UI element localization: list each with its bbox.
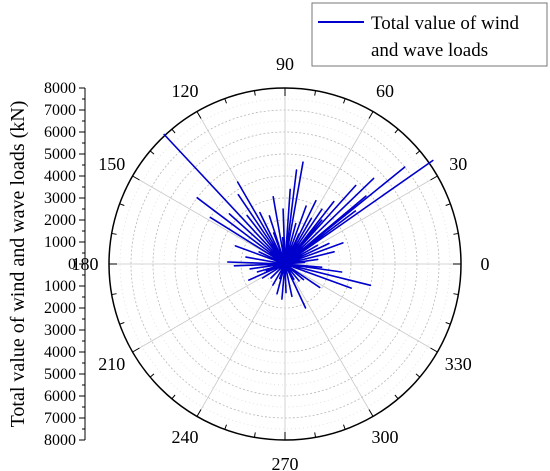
angle-label: 330 — [445, 354, 472, 374]
angle-tick — [119, 322, 125, 325]
radial-tick-label: 7000 — [44, 410, 76, 427]
angle-tick — [368, 409, 374, 417]
radial-tick-label: 5000 — [44, 146, 76, 163]
angle-tick — [111, 232, 117, 235]
angle-tick — [149, 373, 155, 378]
angle-tick — [368, 111, 374, 119]
legend-label-line1: Total value of wind — [371, 13, 519, 34]
angle-tick — [253, 432, 256, 438]
angle-tick — [314, 90, 317, 96]
angle-tick — [149, 150, 155, 155]
angle-label: 90 — [276, 54, 294, 74]
radial-tick-label: 3000 — [44, 322, 76, 339]
spoke-line — [132, 175, 286, 265]
angle-label: 30 — [449, 154, 467, 174]
angle-tick — [453, 293, 459, 296]
angle-label: 60 — [376, 81, 394, 101]
angle-tick — [171, 128, 176, 134]
radial-tick-label: 2000 — [44, 212, 76, 229]
angle-tick — [196, 111, 202, 119]
angle-tick — [111, 293, 117, 296]
angle-label: 0 — [481, 254, 490, 274]
angle-tick — [224, 98, 227, 104]
radial-tick-label: 6000 — [44, 124, 76, 141]
radial-tick-label: 3000 — [44, 190, 76, 207]
angle-tick — [253, 90, 256, 96]
spoke-line — [196, 263, 286, 417]
angle-tick — [119, 203, 125, 206]
angle-tick — [430, 347, 438, 353]
radial-tick-label: 4000 — [44, 168, 76, 185]
angle-label: 300 — [372, 427, 399, 447]
radial-tick-label: 1000 — [44, 234, 76, 251]
legend: Total value of wind and wave loads — [311, 2, 548, 67]
angle-tick — [453, 232, 459, 235]
angle-tick — [314, 432, 317, 438]
radial-tick-label: 2000 — [44, 300, 76, 317]
angle-label: 270 — [272, 454, 299, 471]
angle-tick — [445, 322, 451, 325]
series-layer — [163, 133, 434, 309]
radial-axis: 8000 7000 6000 5000 4000 3000 2000 1000 0 1000 200… — [44, 80, 86, 449]
spoke-line — [284, 263, 438, 353]
radial-tick-label: 1000 — [44, 278, 76, 295]
radial-tick-label: 8000 — [44, 432, 76, 449]
angle-tick — [224, 424, 227, 430]
angle-label: 120 — [172, 81, 199, 101]
radial-tick-label: 5000 — [44, 366, 76, 383]
spoke-line — [284, 263, 374, 417]
y-axis-title: Total value of wind and wave loads (kN) — [7, 101, 29, 428]
radial-tick-label: 8000 — [44, 80, 76, 97]
radial-tick-label: 7000 — [44, 102, 76, 119]
angle-tick — [343, 424, 346, 430]
angle-tick — [415, 150, 421, 155]
angle-tick — [171, 394, 176, 400]
series-line — [163, 133, 434, 309]
angle-tick — [445, 203, 451, 206]
radial-tick-label: 0 — [68, 256, 76, 273]
angle-tick — [394, 128, 399, 134]
angle-tick — [196, 409, 202, 417]
angle-labels: 0306090120150180210240270300330 — [72, 54, 490, 471]
legend-box — [311, 2, 548, 67]
angle-tick — [343, 98, 346, 104]
angle-tick — [132, 347, 140, 353]
angle-tick — [394, 394, 399, 400]
legend-label-line2: and wave loads — [371, 40, 488, 61]
angle-tick — [430, 175, 438, 181]
angle-tick — [132, 175, 140, 181]
radial-tick-label: 6000 — [44, 388, 76, 405]
angle-label: 240 — [172, 427, 199, 447]
angle-label: 150 — [98, 154, 125, 174]
outer-angle-ticks — [109, 88, 461, 440]
angle-tick — [415, 373, 421, 378]
spoke-line — [132, 263, 286, 353]
radial-tick-label: 4000 — [44, 344, 76, 361]
angle-label: 210 — [98, 354, 125, 374]
